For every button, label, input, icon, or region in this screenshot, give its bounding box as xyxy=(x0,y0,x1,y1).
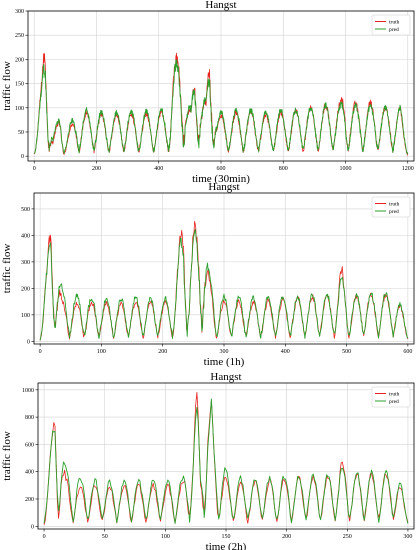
y-tick-label: 200 xyxy=(15,57,24,63)
x-tick-label: 50 xyxy=(102,534,108,540)
x-tick-label: 200 xyxy=(282,534,291,540)
chart-title: Hangst xyxy=(208,181,239,193)
legend-label-truth: truth xyxy=(389,20,400,26)
y-tick-label: 150 xyxy=(15,82,24,88)
x-tick-label: 0 xyxy=(43,534,46,540)
legend-box xyxy=(371,386,411,408)
y-tick-label: 100 xyxy=(21,313,30,319)
legend-label-pred: pred xyxy=(389,209,399,215)
series-line-pred xyxy=(33,59,409,155)
x-axis-label: time (1h) xyxy=(204,356,245,368)
y-tick-label: 400 xyxy=(21,233,30,239)
x-tick-label: 400 xyxy=(281,349,290,355)
legend-label-pred: pred xyxy=(389,399,399,405)
y-tick-label: 500 xyxy=(21,207,30,213)
chart-title: Hangst xyxy=(205,0,236,11)
x-tick-label: 1200 xyxy=(402,166,414,172)
legend-box xyxy=(371,196,411,218)
x-tick-label: 300 xyxy=(403,534,412,540)
legend-label-truth: truth xyxy=(389,392,400,398)
y-tick-label: 100 xyxy=(15,106,24,112)
x-tick-label: 200 xyxy=(92,166,101,172)
y-axis-label: traffic flow xyxy=(1,431,13,481)
chart-panel-1: 0 200 400 600 800 1000 1200 0 50 100 150 200 250 300 H… xyxy=(1,0,415,185)
x-tick-label: 300 xyxy=(220,349,229,355)
y-tick-label: 400 xyxy=(25,470,34,476)
legend-box xyxy=(371,14,411,36)
chart-panel-3: 0 50 100 150 200 250 300 0 200 400 600 800 1000 Hangs… xyxy=(1,371,415,550)
x-axis-label: time (30min) xyxy=(192,173,250,185)
series-line-pred xyxy=(39,228,409,341)
y-tick-label: 600 xyxy=(25,442,34,448)
x-tick-label: 0 xyxy=(39,349,42,355)
x-tick-label: 250 xyxy=(343,534,352,540)
y-axis-label: traffic flow xyxy=(1,61,13,111)
y-tick-label: 300 xyxy=(15,9,24,15)
x-tick-label: 150 xyxy=(222,534,231,540)
y-tick-label: 1000 xyxy=(22,388,34,394)
x-tick-label: 100 xyxy=(97,349,106,355)
x-tick-label: 800 xyxy=(279,166,288,172)
x-tick-label: 0 xyxy=(33,166,36,172)
legend-label-pred: pred xyxy=(389,27,399,33)
x-tick-label: 600 xyxy=(403,349,412,355)
y-tick-label: 200 xyxy=(25,497,34,503)
y-tick-label: 0 xyxy=(27,339,30,345)
chart-panel-2: 0 100 200 300 400 500 600 0 100 200 300 400 500 Hangs… xyxy=(1,181,415,368)
legend-label-truth: truth xyxy=(389,202,400,208)
series-line-pred xyxy=(43,398,409,524)
y-axis-label: traffic flow xyxy=(1,244,13,294)
x-tick-label: 100 xyxy=(161,534,170,540)
y-tick-label: 200 xyxy=(21,286,30,292)
y-tick-label: 800 xyxy=(25,415,34,421)
y-tick-label: 250 xyxy=(15,33,24,39)
x-tick-label: 200 xyxy=(158,349,167,355)
y-tick-label: 300 xyxy=(21,260,30,266)
chart-title: Hangst xyxy=(210,371,241,383)
x-tick-label: 500 xyxy=(342,349,351,355)
x-axis-label: time (2h) xyxy=(206,541,247,550)
x-tick-label: 600 xyxy=(217,166,226,172)
y-tick-label: 0 xyxy=(21,154,24,160)
x-tick-label: 400 xyxy=(154,166,163,172)
x-tick-label: 1000 xyxy=(340,166,352,172)
y-tick-label: 0 xyxy=(31,524,34,530)
y-tick-label: 50 xyxy=(18,130,24,136)
